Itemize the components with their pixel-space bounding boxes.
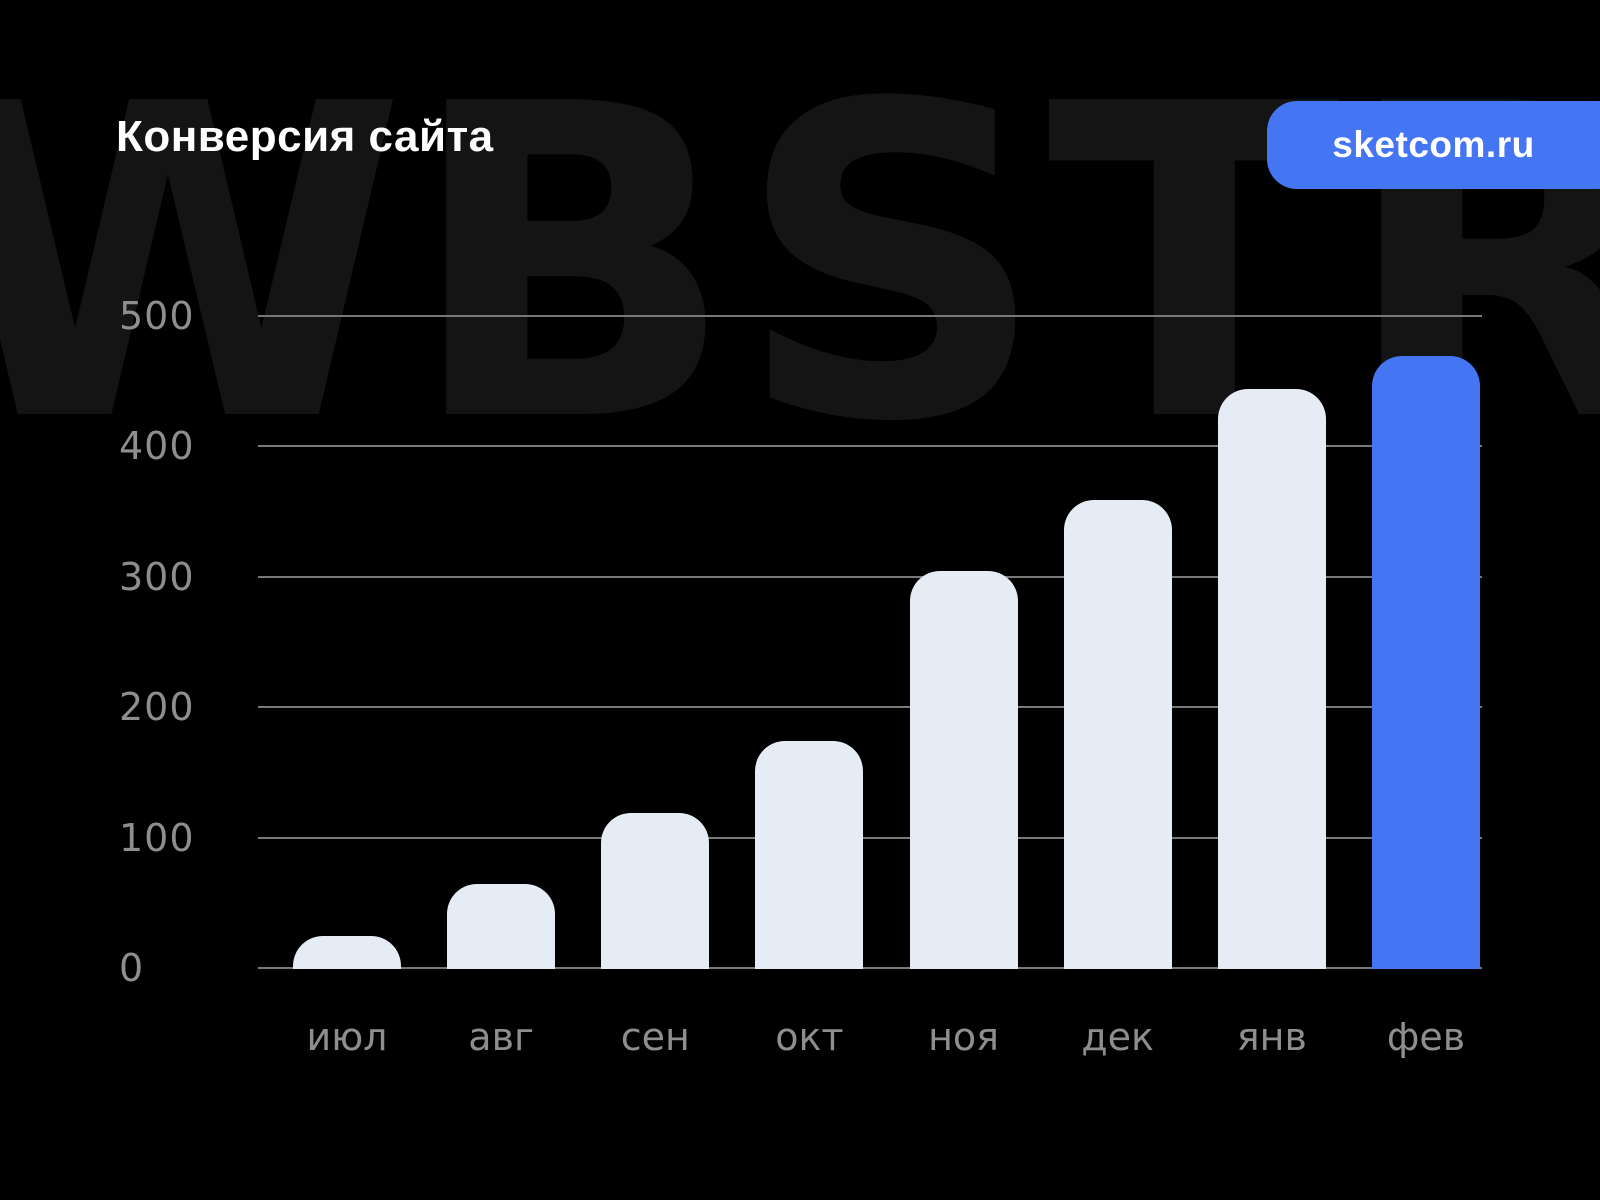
x-tick-label-янв: янв (1236, 1015, 1307, 1059)
bar-сен (601, 812, 710, 969)
y-tick-label-300: 300 (119, 554, 195, 599)
x-tick-label-ноя: ноя (928, 1015, 1000, 1059)
bar-дек (1063, 499, 1172, 969)
gridline-200 (258, 706, 1482, 709)
x-tick-label-июл: июл (306, 1015, 388, 1059)
gridline-100 (258, 836, 1482, 839)
bar-окт (755, 740, 864, 969)
x-tick-label-сен: сен (620, 1015, 690, 1059)
y-tick-label-200: 200 (119, 685, 195, 730)
bar-ноя (909, 571, 1018, 969)
y-tick-label-100: 100 (119, 815, 195, 860)
site-link-badge[interactable]: sketcom.ru (1267, 101, 1600, 189)
y-tick-label-0: 0 (119, 946, 145, 990)
x-tick-label-дек: дек (1081, 1015, 1154, 1059)
bar-июл (293, 936, 401, 969)
gridline-300 (258, 575, 1482, 578)
x-tick-label-окт: окт (775, 1015, 844, 1059)
site-link-label: sketcom.ru (1332, 124, 1535, 165)
bar-фев (1371, 356, 1480, 969)
gridline-400 (258, 445, 1482, 448)
bar-авг (447, 884, 556, 969)
y-tick-label-500: 500 (119, 294, 195, 338)
gridline-500 (258, 315, 1482, 317)
bar-янв (1217, 388, 1326, 969)
x-tick-label-фев: фев (1386, 1015, 1466, 1059)
y-tick-label-400: 400 (119, 424, 195, 469)
x-tick-label-авг: авг (468, 1015, 534, 1059)
page-title: Конверсия сайта (116, 112, 494, 161)
gridline-0 (258, 967, 1482, 969)
